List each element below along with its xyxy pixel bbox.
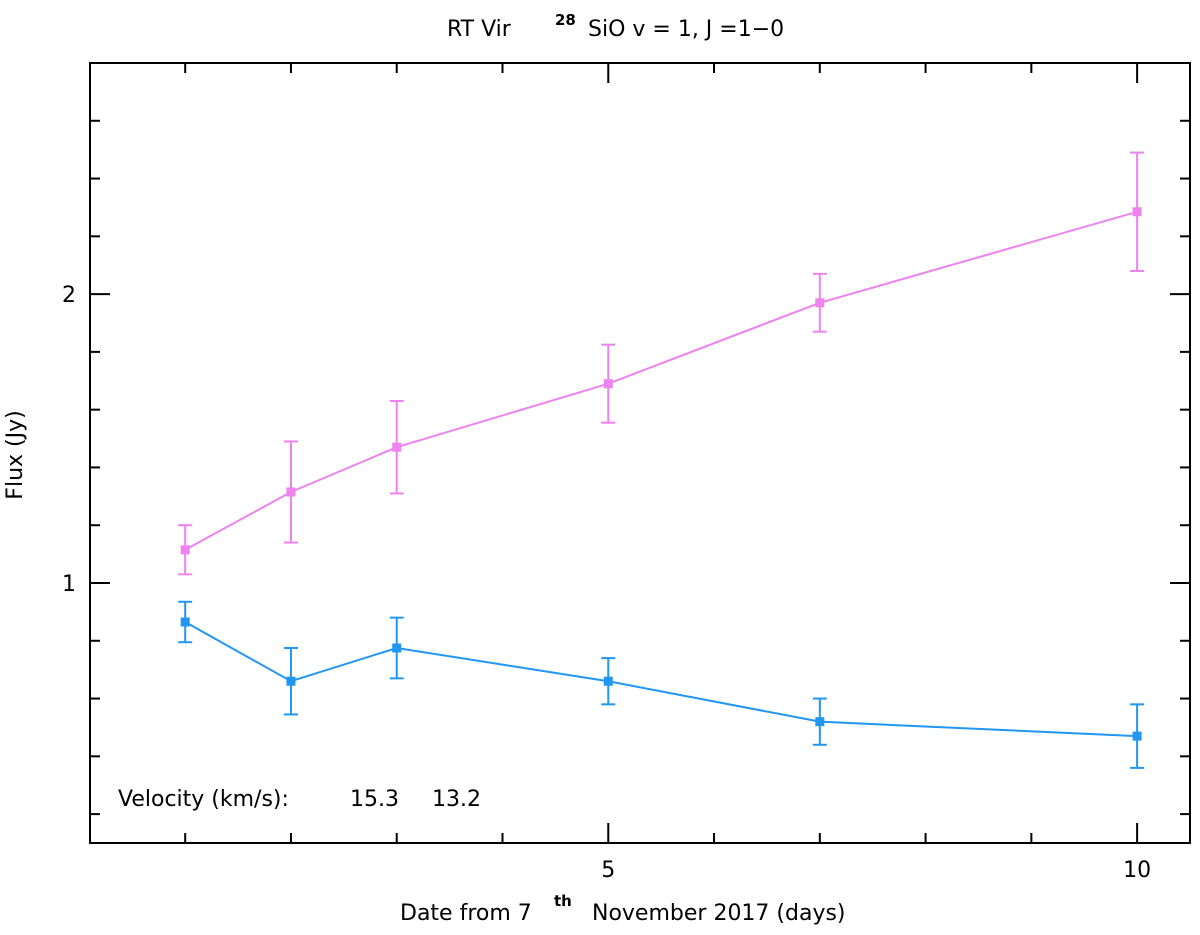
axis-ticks: [90, 62, 1190, 843]
x-tick-label: 5: [601, 858, 615, 883]
data-point: [392, 442, 402, 452]
plot-frame: [89, 62, 1191, 844]
y-tick-label: 1: [62, 572, 76, 597]
y-tick-label: 2: [62, 283, 76, 308]
data-point: [815, 717, 825, 727]
data-point: [603, 379, 613, 389]
chart-title: RT Vir 28 SiO v = 1, J =1−0: [447, 6, 784, 42]
y-axis-label: Flux (Jy): [3, 410, 28, 499]
x-axis-label-prefix: Date from 7: [400, 901, 532, 926]
x-tick-label: 10: [1123, 858, 1151, 883]
legend-entry-15-3: 15.3: [350, 787, 399, 812]
chart-title-suffix: SiO v = 1, J =1−0: [588, 17, 784, 42]
series-13-2: [178, 151, 1145, 576]
x-axis-label: Date from 7 th November 2017 (days): [400, 887, 846, 926]
series-line: [184, 210, 1138, 551]
data-point: [1132, 731, 1142, 741]
legend-entry-13-2: 13.2: [432, 787, 481, 812]
data-point: [286, 676, 296, 686]
chart-title-superscript: 28: [555, 11, 576, 29]
data-point: [180, 545, 190, 555]
data-point: [603, 676, 613, 686]
x-axis-label-superscript: th: [554, 892, 572, 910]
x-axis-label-suffix: November 2017 (days): [592, 901, 846, 926]
data-point: [1132, 207, 1142, 217]
series-layer: [178, 151, 1145, 769]
data-point: [392, 643, 402, 653]
series-line: [184, 621, 1138, 738]
chart-title-prefix: RT Vir: [447, 17, 512, 42]
legend-label: Velocity (km/s):: [118, 787, 289, 812]
legend: Velocity (km/s): 15.3 13.2: [118, 787, 481, 812]
series-15-3: [178, 600, 1145, 769]
data-point: [286, 487, 296, 497]
axis-tick-labels: 5 10 1 2: [62, 283, 1151, 883]
data-point: [180, 617, 190, 627]
data-point: [815, 298, 825, 308]
